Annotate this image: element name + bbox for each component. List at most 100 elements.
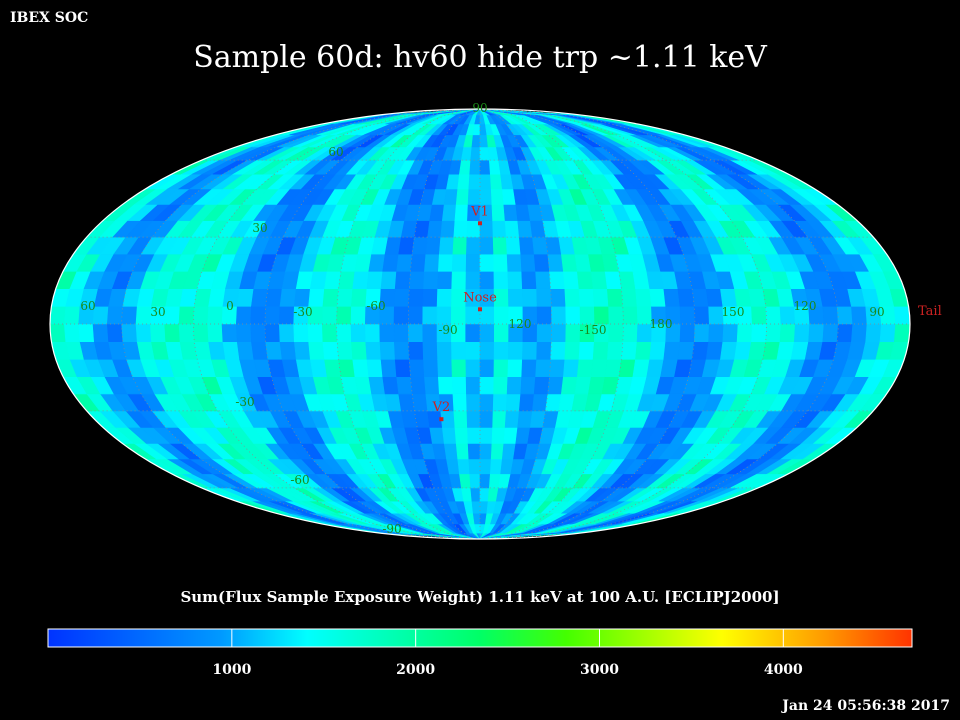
flux-cell <box>493 358 509 378</box>
flux-cell <box>722 323 739 343</box>
flux-cell <box>264 305 281 325</box>
flux-cell <box>471 500 481 514</box>
flux-cell <box>398 236 415 255</box>
flux-cell <box>533 376 550 395</box>
flux-cell <box>564 288 581 307</box>
flux-cell <box>336 305 352 325</box>
flux-cell <box>451 341 467 360</box>
flux-cell <box>324 270 342 290</box>
flux-cell <box>149 323 167 343</box>
flux-cell <box>693 305 710 325</box>
flux-cell <box>549 270 566 290</box>
flux-cell <box>836 323 854 343</box>
flux-cell <box>379 341 396 360</box>
flux-cell <box>507 270 523 290</box>
flux-cell <box>396 253 413 272</box>
equator-label: 180 <box>650 317 673 331</box>
flux-cells <box>50 109 910 539</box>
flux-cell <box>467 427 481 444</box>
flux-cell <box>424 253 440 272</box>
flux-cell <box>490 188 505 205</box>
map-outline <box>49 108 911 540</box>
flux-cell <box>536 341 552 360</box>
flux-cell <box>822 323 839 343</box>
flux-cell <box>578 288 595 307</box>
flux-cell <box>492 220 507 238</box>
flux-cell <box>279 288 297 307</box>
flux-cell <box>547 253 564 272</box>
flux-cell <box>135 305 152 325</box>
flux-cell <box>322 341 339 360</box>
flux-cell <box>606 341 624 360</box>
timestamp: Jan 24 05:56:38 2017 <box>782 698 950 714</box>
flux-cell <box>336 288 354 307</box>
flux-cell <box>479 305 495 325</box>
flux-cell <box>368 253 386 272</box>
flux-cell <box>436 341 453 360</box>
flux-cell <box>592 288 609 307</box>
flux-cell <box>489 458 503 475</box>
flux-cell <box>63 323 81 343</box>
flux-cell <box>608 323 624 343</box>
flux-cell <box>250 305 267 325</box>
flux-cell <box>579 305 596 325</box>
flux-cell <box>121 305 138 325</box>
flux-cell <box>479 323 495 343</box>
flux-cell <box>604 358 622 378</box>
flux-cell <box>663 288 681 307</box>
flux-cell <box>50 305 67 325</box>
flux-cell <box>550 341 567 360</box>
flux-cell <box>453 220 468 238</box>
lat-label-60: 60 <box>328 145 343 159</box>
flux-cell <box>503 427 519 444</box>
flux-cell <box>366 270 384 290</box>
flux-cell <box>164 305 181 325</box>
flux-cell <box>438 236 455 255</box>
flux-cell <box>382 376 400 395</box>
flux-cell <box>293 288 311 307</box>
flux-cell <box>106 305 124 325</box>
flux-cell <box>365 341 382 360</box>
colorbar-tick-label: 1000 <box>212 662 251 678</box>
flux-cell <box>453 410 468 428</box>
flux-cell <box>437 358 453 378</box>
flux-cell <box>493 305 510 325</box>
flux-cell <box>368 376 386 395</box>
flux-cell <box>470 146 481 161</box>
flux-cell <box>536 305 553 325</box>
flux-cell <box>479 173 492 190</box>
flux-cell <box>472 123 481 136</box>
flux-cell <box>469 159 481 175</box>
marker-label-nose: Nose <box>463 290 497 305</box>
flux-cell <box>379 323 395 343</box>
colorbar-caption: Sum(Flux Sample Exposure Weight) 1.11 ke… <box>180 588 780 606</box>
flux-cell <box>549 358 566 378</box>
flux-cell <box>264 323 281 343</box>
sky-map: 60 30 0 -30 -60 -90 120 -150 180 150 120 90 90 60 30 -3… <box>49 101 942 540</box>
flux-cell <box>649 288 667 307</box>
flux-cell <box>822 305 839 325</box>
flux-cell <box>393 323 409 343</box>
colorbar-tick-label: 4000 <box>764 662 803 678</box>
flux-cell <box>350 305 367 325</box>
flux-cell <box>423 270 439 290</box>
flux-cell <box>455 443 470 460</box>
flux-cell <box>590 358 608 378</box>
flux-cell <box>479 253 495 272</box>
flux-cell <box>693 323 710 343</box>
flux-cell <box>441 427 457 444</box>
flux-cell <box>479 358 495 378</box>
flux-cell <box>236 288 255 307</box>
flux-cell <box>677 341 695 360</box>
flux-cell <box>560 253 578 272</box>
flux-cell <box>178 323 195 343</box>
marker-label-v1: V1 <box>470 204 489 219</box>
equator-label: 30 <box>150 305 165 319</box>
flux-cell <box>279 341 297 360</box>
flux-cell <box>635 288 652 307</box>
flux-cell <box>321 305 338 325</box>
flux-cell <box>491 204 506 221</box>
flux-cell <box>479 443 493 460</box>
flux-cell <box>560 376 578 395</box>
flux-cell <box>364 323 381 343</box>
